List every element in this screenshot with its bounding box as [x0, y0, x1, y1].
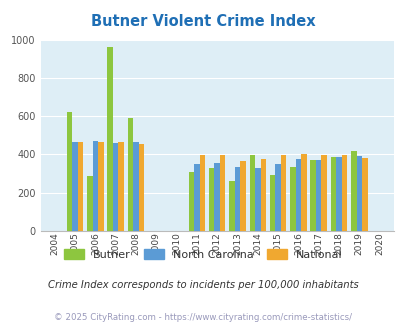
Bar: [240, 161, 245, 231]
Bar: [199, 155, 205, 231]
Bar: [107, 47, 113, 231]
Bar: [214, 163, 220, 231]
Bar: [128, 118, 133, 231]
Bar: [356, 156, 361, 231]
Bar: [249, 155, 254, 231]
Bar: [87, 177, 92, 231]
Bar: [275, 164, 280, 231]
Bar: [269, 175, 275, 231]
Bar: [113, 143, 118, 231]
Bar: [98, 142, 103, 231]
Bar: [133, 142, 139, 231]
Bar: [209, 168, 214, 231]
Bar: [290, 167, 295, 231]
Bar: [350, 150, 356, 231]
Bar: [295, 159, 301, 231]
Bar: [260, 159, 265, 231]
Bar: [92, 141, 98, 231]
Bar: [280, 155, 286, 231]
Bar: [341, 155, 346, 231]
Bar: [330, 157, 335, 231]
Text: © 2025 CityRating.com - https://www.cityrating.com/crime-statistics/: © 2025 CityRating.com - https://www.city…: [54, 313, 351, 322]
Bar: [78, 142, 83, 231]
Bar: [254, 168, 260, 231]
Text: Crime Index corresponds to incidents per 100,000 inhabitants: Crime Index corresponds to incidents per…: [47, 280, 358, 290]
Bar: [301, 154, 306, 231]
Bar: [234, 167, 240, 231]
Bar: [67, 112, 72, 231]
Bar: [118, 142, 124, 231]
Text: Butner Violent Crime Index: Butner Violent Crime Index: [90, 14, 315, 29]
Bar: [315, 160, 321, 231]
Legend: Butner, North Carolina, National: Butner, North Carolina, National: [59, 245, 346, 264]
Bar: [194, 164, 199, 231]
Bar: [310, 160, 315, 231]
Bar: [220, 155, 225, 231]
Bar: [361, 158, 367, 231]
Bar: [72, 142, 78, 231]
Bar: [188, 172, 194, 231]
Bar: [335, 157, 341, 231]
Bar: [139, 144, 144, 231]
Bar: [229, 181, 234, 231]
Bar: [321, 155, 326, 231]
